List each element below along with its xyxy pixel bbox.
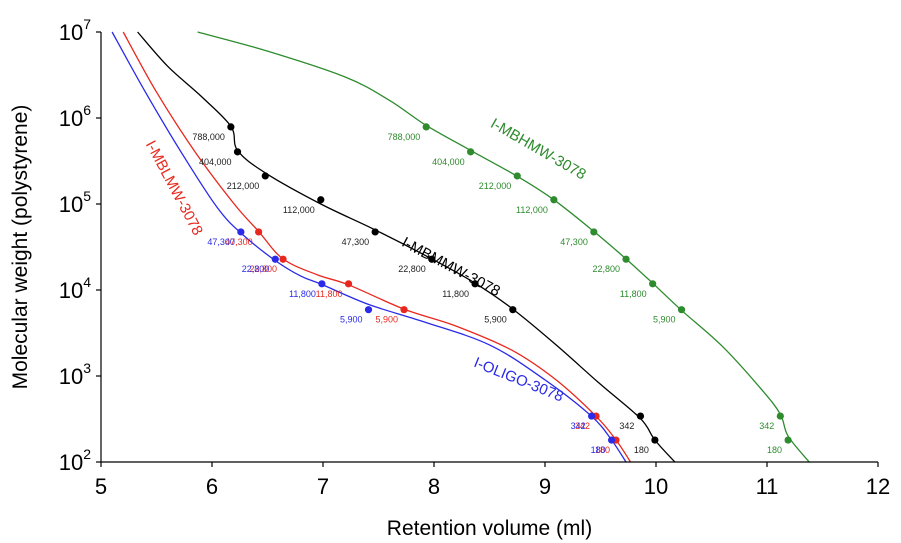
point-i-mbmmw-3078 — [371, 228, 379, 236]
point-label-i-mblmw-3078: 180 — [595, 445, 610, 455]
y-tick-label: 106 — [59, 102, 91, 131]
point-i-mbhmw-3078 — [622, 255, 630, 263]
point-label-i-mbmmw-3078: 5,900 — [484, 315, 507, 325]
point-label-i-mbhmw-3078: 342 — [759, 421, 774, 431]
point-i-oligo-3078 — [318, 280, 326, 288]
point-label-i-mbmmw-3078: 47,300 — [342, 237, 370, 247]
point-i-mbmmw-3078 — [233, 148, 242, 156]
point-i-mbmmw-3078 — [227, 123, 235, 131]
y-tick-label: 103 — [59, 360, 91, 389]
point-label-i-mbmmw-3078: 342 — [619, 421, 634, 431]
y-tick-label: 102 — [59, 446, 91, 475]
x-tick-label: 6 — [206, 474, 218, 499]
point-i-oligo-3078 — [271, 255, 279, 263]
x-tick-label: 12 — [866, 474, 890, 499]
point-i-mbhmw-3078 — [590, 228, 598, 236]
point-label-i-oligo-3078: 180 — [591, 445, 606, 455]
point-i-oligo-3078 — [237, 228, 245, 236]
point-i-mbmmw-3078 — [471, 280, 479, 288]
data-points — [227, 123, 792, 444]
point-i-mbmmw-3078 — [651, 436, 659, 444]
point-label-i-oligo-3078: 22,800 — [242, 264, 270, 274]
y-ticks: 102 103 104 105 106 107 — [59, 16, 101, 475]
point-i-mbhmw-3078 — [784, 436, 792, 444]
point-label-i-mbmmw-3078: 788,000 — [192, 132, 225, 142]
point-i-mbmmw-3078 — [261, 172, 269, 180]
point-label-i-mbhmw-3078: 11,800 — [620, 289, 647, 299]
point-i-mbhmw-3078 — [677, 306, 686, 314]
point-i-oligo-3078 — [364, 306, 373, 314]
point-label-i-oligo-3078: 5,900 — [340, 315, 363, 325]
point-i-mbmmw-3078 — [509, 306, 517, 314]
point-label-i-oligo-3078: 11,800 — [289, 289, 316, 299]
point-i-mbhmw-3078 — [513, 172, 521, 180]
curve-i-mbhmw-3078 — [197, 31, 810, 463]
series-label-i-mbhmw-3078: I-MBHMW-3078 — [488, 115, 589, 183]
point-label-i-mblmw-3078: 47,300 — [225, 237, 253, 247]
point-i-mbhmw-3078 — [776, 412, 784, 420]
point-i-mbmmw-3078 — [428, 255, 436, 263]
point-label-i-mbhmw-3078: 212,000 — [479, 181, 512, 191]
y-axis-title: Molecular weight (polystyrene) — [9, 105, 32, 390]
point-label-i-mbhmw-3078: 22,800 — [592, 264, 620, 274]
point-i-mbhmw-3078 — [422, 123, 430, 131]
point-label-i-mbmmw-3078: 112,000 — [283, 205, 315, 215]
point-label-i-mblmw-3078: 11,800 — [316, 289, 343, 299]
point-label-i-mblmw-3078: 342 — [575, 421, 590, 431]
point-i-mblmw-3078 — [279, 255, 287, 263]
x-tick-label: 9 — [539, 474, 551, 499]
point-label-i-mbmmw-3078: 180 — [634, 445, 649, 455]
point-label-i-mbmmw-3078: 212,000 — [227, 181, 260, 191]
point-label-i-mblmw-3078: 5,900 — [375, 315, 398, 325]
point-label-i-mbhmw-3078: 47,300 — [560, 237, 588, 247]
point-label-i-mbhmw-3078: 180 — [767, 445, 782, 455]
point-label-i-mbhmw-3078: 112,000 — [516, 205, 548, 215]
point-i-mbmmw-3078 — [317, 196, 325, 204]
x-tick-label: 11 — [756, 474, 779, 499]
curve-i-mbmmw-3078 — [137, 31, 676, 463]
x-tick-label: 7 — [317, 474, 329, 499]
point-label-i-mbhmw-3078: 5,900 — [653, 315, 676, 325]
point-i-mblmw-3078 — [255, 228, 263, 236]
x-ticks: 5 6 7 8 9 10 11 12 — [95, 462, 890, 499]
point-label-i-mbmmw-3078: 11,800 — [442, 289, 469, 299]
x-tick-label: 10 — [644, 474, 668, 499]
y-tick-label: 107 — [59, 16, 91, 45]
point-i-mblmw-3078 — [400, 306, 408, 314]
x-axis-title: Retention volume (ml) — [387, 517, 592, 540]
point-label-i-oligo-3078: 47,300 — [207, 237, 235, 247]
point-label-i-mbmmw-3078: 404,000 — [199, 157, 232, 167]
curves — [111, 31, 810, 463]
point-label-i-oligo-3078: 342 — [571, 421, 586, 431]
x-tick-label: 5 — [95, 474, 107, 499]
point-i-oligo-3078 — [588, 412, 596, 420]
point-i-oligo-3078 — [608, 436, 616, 444]
point-i-mbmmw-3078 — [636, 412, 645, 420]
point-label-i-mbhmw-3078: 404,000 — [432, 157, 465, 167]
y-tick-label: 105 — [59, 188, 91, 217]
point-i-mblmw-3078 — [344, 280, 353, 288]
point-i-mbhmw-3078 — [467, 148, 475, 156]
x-tick-label: 8 — [428, 474, 440, 499]
point-i-mbhmw-3078 — [550, 196, 558, 204]
point-label-i-mbmmw-3078: 22,800 — [398, 264, 426, 274]
y-tick-label: 104 — [59, 274, 91, 303]
axes — [100, 32, 878, 463]
point-label-i-mblmw-3078: 22,800 — [250, 264, 278, 274]
point-labels: 788,000 404,000 212,000 112,000 47,300 22,800… — [192, 132, 782, 455]
point-label-i-mbhmw-3078: 788,000 — [388, 132, 421, 142]
point-i-mbhmw-3078 — [649, 280, 657, 288]
